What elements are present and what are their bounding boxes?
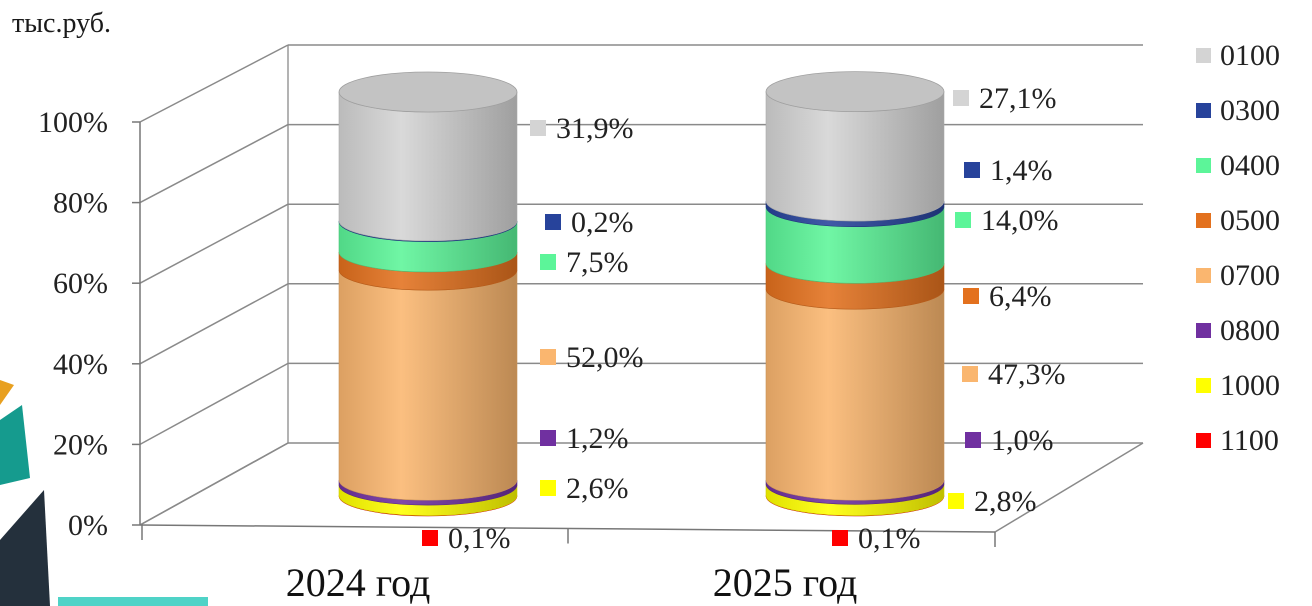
data-label: 2,8% xyxy=(974,485,1037,518)
gridline-side-80 xyxy=(139,123,289,204)
data-label-marker xyxy=(540,430,556,446)
data-label-marker xyxy=(540,254,556,270)
gridline-side-40 xyxy=(139,283,289,365)
data-label: 27,1% xyxy=(979,82,1057,115)
data-label: 52,0% xyxy=(566,341,644,374)
data-label: 1,4% xyxy=(990,154,1053,187)
legend-label: 0300 xyxy=(1220,94,1280,127)
cylinder-2025 год xyxy=(765,71,945,517)
bar-segment-0700 xyxy=(338,270,518,501)
legend-marker xyxy=(1196,213,1211,228)
y-tick-label: 40% xyxy=(53,348,108,381)
legend-marker xyxy=(1196,158,1211,173)
legend-label: 1100 xyxy=(1220,424,1279,457)
bar-segment-0700 xyxy=(765,289,945,501)
bar-segment-0100 xyxy=(338,91,518,242)
y-tick-label: 20% xyxy=(53,428,108,461)
data-label-marker xyxy=(955,212,971,228)
data-label-marker xyxy=(530,120,546,136)
data-label-marker xyxy=(965,432,981,448)
data-label: 0,1% xyxy=(448,522,511,555)
axes: 0% 20% 40% 60% 80% 100% 2024 год 2025 год xyxy=(38,106,996,605)
category-label: 2024 год xyxy=(286,560,431,605)
data-label: 14,0% xyxy=(981,204,1059,237)
data-label-marker xyxy=(962,366,978,382)
unit-label: тыс.руб. xyxy=(12,8,111,39)
data-label-marker xyxy=(545,214,561,230)
data-label-marker xyxy=(540,480,556,496)
data-label: 47,3% xyxy=(988,358,1066,391)
data-label: 2,6% xyxy=(566,472,629,505)
legend-marker xyxy=(1196,268,1211,283)
data-label: 1,2% xyxy=(566,422,629,455)
data-label-marker xyxy=(948,493,964,509)
cylinder-2024 год xyxy=(338,71,518,517)
cylinder-top-cap xyxy=(765,71,945,112)
decorative-corner-shapes xyxy=(0,380,208,606)
legend-marker xyxy=(1196,378,1211,393)
data-label: 1,0% xyxy=(991,424,1054,457)
data-label-marker xyxy=(540,349,556,365)
gridline-side-0 xyxy=(139,442,289,526)
data-label: 31,9% xyxy=(556,112,634,145)
cylinder-top-cap xyxy=(338,71,518,113)
legend-marker xyxy=(1196,433,1211,448)
legend-marker xyxy=(1196,323,1211,338)
gridline-side-100 xyxy=(139,44,289,123)
data-label-marker xyxy=(963,288,979,304)
data-label: 6,4% xyxy=(989,280,1052,313)
data-label-marker xyxy=(422,530,438,546)
y-tick-label: 60% xyxy=(53,267,108,300)
data-label-marker xyxy=(953,90,969,106)
y-tick-label: 0% xyxy=(68,509,108,542)
y-tick-label: 80% xyxy=(53,187,108,220)
floor-right-edge xyxy=(994,442,1144,533)
legend-label: 1000 xyxy=(1220,369,1280,402)
legend-marker xyxy=(1196,48,1211,63)
legend-marker xyxy=(1196,103,1211,118)
data-label-marker xyxy=(832,530,848,546)
data-label: 7,5% xyxy=(566,246,629,279)
bars xyxy=(338,71,945,517)
data-labels: 0,1% 0,1% 2,6% 2,8% 1,2% 1,0% 52,0% 47,3% 6,4% 7,… xyxy=(422,82,1066,555)
legend-label: 0400 xyxy=(1220,149,1280,182)
data-label-marker xyxy=(964,162,980,178)
gridline-side-60 xyxy=(139,203,289,284)
legend-label: 0800 xyxy=(1220,314,1280,347)
data-label: 0,1% xyxy=(858,522,921,555)
y-tick-label: 100% xyxy=(38,106,108,139)
data-label: 0,2% xyxy=(571,206,634,239)
legend-label: 0700 xyxy=(1220,259,1280,292)
legend: 0100 0300 0400 0500 0700 0800 1000 1100 xyxy=(1196,39,1280,457)
category-label: 2025 год xyxy=(713,560,858,605)
gridline-side-20 xyxy=(139,362,289,446)
legend-label: 0100 xyxy=(1220,39,1280,72)
legend-label: 0500 xyxy=(1220,204,1280,237)
